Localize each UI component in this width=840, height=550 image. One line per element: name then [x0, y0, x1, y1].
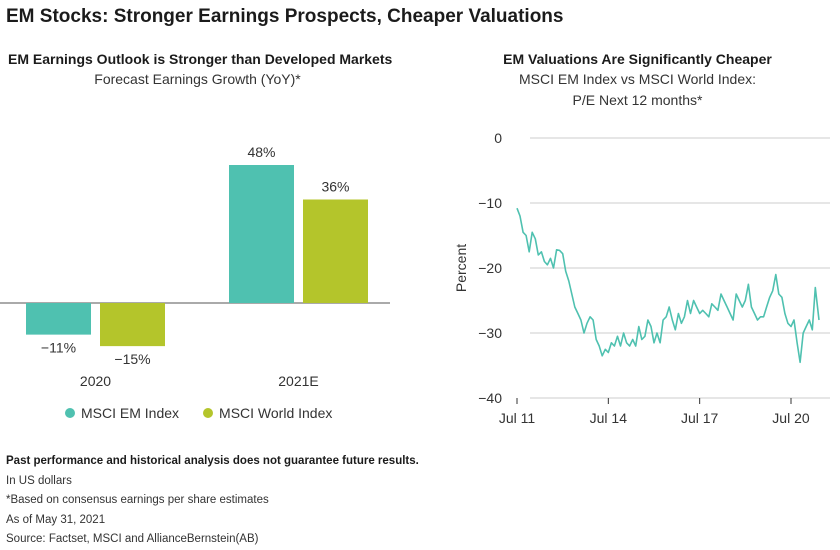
bar-chart-legend: MSCI EM Index MSCI World Index [65, 405, 332, 421]
bar-data-label: 36% [321, 179, 349, 195]
footnote-currency: In US dollars [6, 474, 72, 487]
bar-data-label: −11% [41, 340, 76, 356]
bar-2021E-0 [229, 165, 294, 303]
bar-data-label: −15% [114, 351, 150, 367]
footnote-source: Source: Factset, MSCI and AllianceBernst… [6, 533, 259, 546]
y-tick-label: −10 [478, 195, 502, 211]
bar-2020-1 [100, 303, 165, 347]
bar-2020-0 [26, 303, 91, 335]
y-tick-label: −30 [478, 325, 502, 341]
x-tick-label: Jul 20 [772, 410, 810, 426]
valuation-line-chart: 0 −10 −20 −30 −40 Jul 11 Jul 14 Jul 17 Jul 20 Per… [453, 130, 830, 426]
bar-data-label: 48% [247, 144, 275, 160]
bar-category-label: 2021E [278, 373, 318, 389]
legend-swatch-em [65, 408, 75, 418]
right-chart-caption-1: MSCI EM Index vs MSCI World Index: [518, 71, 757, 87]
legend-item-em: MSCI EM Index [65, 405, 179, 421]
page-title: EM Stocks: Stronger Earnings Prospects, … [6, 6, 564, 27]
footnote-date: As of May 31, 2021 [6, 513, 106, 526]
legend-swatch-world [203, 408, 214, 418]
bar-category-label: 2020 [80, 373, 111, 389]
y-tick-label: −40 [478, 390, 502, 406]
y-tick-label: −20 [478, 260, 502, 276]
legend-item-world: MSCI World Index [203, 405, 332, 421]
legend-label-em: MSCI EM Index [81, 405, 180, 421]
left-chart-caption: Forecast Earnings Growth (YoY)* [94, 71, 301, 87]
footnotes: Past performance and historical analysis… [6, 452, 419, 550]
x-tick-label: Jul 11 [499, 410, 536, 426]
left-chart-title: EM Earnings Outlook is Stronger than Dev… [8, 51, 393, 67]
disclaimer: Past performance and historical analysis… [6, 455, 419, 467]
earnings-bar-chart: −11% −15%2020 48% 36% 2021E [0, 144, 390, 389]
bar-2021E-1 [303, 199, 368, 303]
x-tick-label: Jul 17 [681, 410, 719, 426]
x-tick-label: Jul 14 [590, 410, 628, 426]
right-chart-caption-2: P/E Next 12 months* [572, 92, 703, 108]
y-tick-label: 0 [494, 130, 502, 146]
footnote-basis: *Based on consensus earnings per share e… [6, 494, 269, 507]
right-chart-title: EM Valuations Are Significantly Cheaper [503, 51, 772, 67]
legend-label-world: MSCI World Index [219, 405, 333, 421]
y-axis-label: Percent [453, 244, 469, 292]
series-line-em-vs-world [516, 207, 820, 364]
